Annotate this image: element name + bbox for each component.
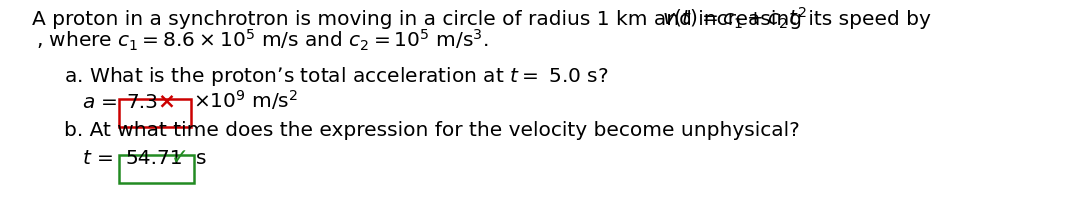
Text: 7.3: 7.3: [126, 93, 159, 112]
Text: ×: ×: [158, 92, 176, 112]
Text: 54.71: 54.71: [125, 149, 184, 168]
Text: a. What is the proton’s total acceleration at $t =$ 5.0 s?: a. What is the proton’s total accelerati…: [64, 65, 608, 88]
Text: $a$ =: $a$ =: [82, 93, 118, 112]
Text: , where $c_1 = 8.6 \times 10^5$ m/s and $c_2 = 10^5$ m/s$^3$.: , where $c_1 = 8.6 \times 10^5$ m/s and …: [37, 28, 489, 53]
Text: b. At what time does the expression for the velocity become unphysical?: b. At what time does the expression for …: [64, 122, 799, 140]
FancyBboxPatch shape: [120, 99, 191, 127]
Text: A proton in a synchrotron is moving in a circle of radius 1 km and increasing it: A proton in a synchrotron is moving in a…: [32, 10, 937, 29]
Text: $v(t) = c_1 + c_2t^2$: $v(t) = c_1 + c_2t^2$: [662, 5, 807, 31]
FancyBboxPatch shape: [120, 155, 194, 183]
Text: $\times 10^9$ m/s$^2$: $\times 10^9$ m/s$^2$: [193, 88, 298, 112]
Text: s: s: [195, 149, 206, 168]
Text: $t$ =: $t$ =: [82, 149, 113, 168]
Text: ✓: ✓: [171, 148, 189, 168]
